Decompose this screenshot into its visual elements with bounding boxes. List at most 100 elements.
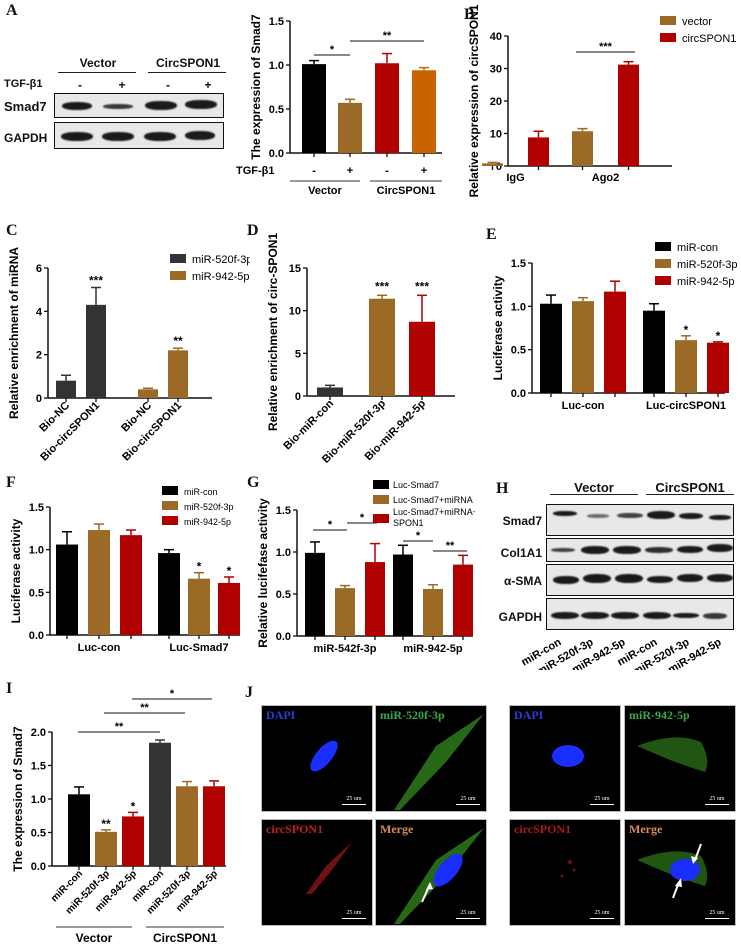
svg-text:0.5: 0.5 bbox=[511, 345, 526, 357]
scale-bar: 25 um bbox=[460, 910, 476, 916]
svg-text:Vector: Vector bbox=[76, 931, 113, 945]
svg-text:IgG: IgG bbox=[506, 172, 524, 184]
svg-text:0.5: 0.5 bbox=[31, 828, 46, 840]
bar bbox=[86, 304, 106, 398]
svg-text:1.0: 1.0 bbox=[31, 794, 46, 806]
svg-text:0: 0 bbox=[496, 161, 502, 173]
svg-text:1.5: 1.5 bbox=[29, 502, 44, 514]
bar bbox=[707, 342, 729, 393]
scale-bar: 25 um bbox=[709, 796, 725, 802]
blot-row-label: GAPDH bbox=[498, 610, 542, 624]
fluo-merge-right: Merge 25 um bbox=[624, 819, 736, 926]
svg-text:1.0: 1.0 bbox=[276, 547, 291, 559]
fluo-title: miR-520f-3p bbox=[380, 708, 445, 722]
svg-text:**: ** bbox=[115, 721, 124, 733]
blot-a-group-circspon1: CircSPON1 bbox=[155, 56, 221, 70]
bar bbox=[305, 552, 325, 636]
svg-text:30: 30 bbox=[490, 64, 502, 76]
panel-label-j: J bbox=[245, 684, 253, 701]
legend-label: vector bbox=[682, 16, 712, 28]
bar bbox=[338, 102, 362, 153]
legend-label: miR-520f-3p bbox=[184, 502, 234, 512]
bar bbox=[88, 530, 110, 635]
bar bbox=[540, 303, 562, 393]
blot-row-label: Smad7 bbox=[502, 514, 542, 528]
blot-gapdh bbox=[546, 598, 734, 630]
blot-h-group-circspon1: CircSPON1 bbox=[655, 480, 725, 495]
svg-text:**: ** bbox=[140, 702, 149, 714]
bar bbox=[56, 380, 76, 398]
bar bbox=[302, 64, 326, 153]
panel-label-d: D bbox=[247, 222, 259, 239]
y-axis-label: The expression of Smad7 bbox=[11, 726, 25, 872]
svg-text:15: 15 bbox=[289, 263, 301, 275]
bar bbox=[409, 321, 435, 396]
svg-text:Luc-Smad7+miRNA+circ: Luc-Smad7+miRNA+circ bbox=[393, 507, 475, 517]
svg-text:**: ** bbox=[101, 817, 111, 831]
blot-smad7 bbox=[54, 93, 224, 118]
scale-bar: 25 um bbox=[594, 910, 610, 916]
svg-text:0.0: 0.0 bbox=[269, 148, 284, 160]
y-axis-label: Luciferase activity bbox=[9, 518, 23, 623]
svg-text:Luc-con: Luc-con bbox=[562, 400, 605, 412]
bar bbox=[122, 816, 144, 866]
legend-label: miR-con bbox=[677, 242, 718, 254]
fluo-title: circSPON1 bbox=[266, 822, 324, 836]
blot-a-group-vector: Vector bbox=[79, 56, 117, 70]
y-axis-label: The expression of Smad7 bbox=[249, 14, 263, 160]
fluo-title: DAPI bbox=[514, 708, 544, 722]
blot-gapdh bbox=[54, 122, 224, 149]
panel-label-a: A bbox=[6, 2, 18, 19]
legend-label: miR-520f-3p bbox=[192, 254, 250, 266]
svg-text:miR-542f-3p: miR-542f-3p bbox=[314, 643, 377, 655]
sign: - bbox=[166, 78, 170, 92]
bar bbox=[335, 588, 355, 636]
group-underline bbox=[58, 72, 136, 74]
scale-bar: 25 um bbox=[460, 796, 476, 802]
scale-bar: 25 um bbox=[346, 910, 362, 916]
bar bbox=[317, 387, 343, 396]
bar bbox=[572, 301, 594, 393]
svg-text:10: 10 bbox=[490, 129, 502, 141]
svg-text:miR-942-5p: miR-942-5p bbox=[403, 643, 463, 655]
bar bbox=[176, 786, 198, 866]
bar bbox=[149, 742, 171, 866]
svg-text:SPON1: SPON1 bbox=[393, 518, 424, 528]
legend-label: miR-942-5p bbox=[192, 271, 249, 283]
scale-bar: 25 um bbox=[709, 910, 725, 916]
blot-row-label: Col1A1 bbox=[500, 546, 542, 560]
svg-text:*: * bbox=[360, 512, 365, 524]
blot-asma bbox=[546, 564, 734, 596]
svg-text:CircSPON1: CircSPON1 bbox=[377, 185, 436, 197]
bar bbox=[412, 70, 436, 153]
svg-text:-: - bbox=[312, 165, 316, 177]
svg-text:0.0: 0.0 bbox=[31, 861, 46, 873]
svg-text:+: + bbox=[347, 165, 353, 177]
bar bbox=[158, 553, 180, 635]
fluo-circspon1-left: circSPON1 25 um bbox=[261, 819, 373, 926]
chart-b: 0 10 20 30 40 Relative expression of circSPON… bbox=[467, 4, 736, 197]
bar bbox=[138, 389, 158, 398]
svg-text:40: 40 bbox=[490, 31, 502, 43]
svg-text:Vector: Vector bbox=[308, 185, 342, 197]
y-axis-label: Relative lucifefase activity bbox=[256, 498, 270, 648]
bar bbox=[643, 310, 665, 393]
svg-text:1.5: 1.5 bbox=[31, 761, 46, 773]
blot-col1a1 bbox=[546, 538, 734, 562]
blot-a: Vector CircSPON1 TGF-β1 - + - + Smad7 GA… bbox=[0, 0, 230, 150]
fluo-title: Merge bbox=[629, 822, 663, 836]
y-axis-label: Relative enrichment of miRNA bbox=[7, 247, 21, 419]
svg-text:Luc-con: Luc-con bbox=[78, 642, 121, 654]
legend-label: circSPON1 bbox=[682, 33, 736, 45]
legend-label: miR-con bbox=[184, 487, 218, 497]
chart-d: 0 5 10 15 Relative enrichment of circ-SPON1 B… bbox=[266, 233, 455, 466]
svg-text:**: ** bbox=[383, 30, 392, 42]
svg-text:6: 6 bbox=[36, 263, 42, 275]
blot-row-label: Smad7 bbox=[4, 99, 47, 114]
blot-h-lane-labels: miR-conmiR-520f-3pmiR-942-5pmiR-conmiR-5… bbox=[519, 636, 723, 670]
svg-text:Bio-miR-con: Bio-miR-con bbox=[281, 397, 336, 452]
y-axis-label: Relative enrichment of circ-SPON1 bbox=[266, 233, 280, 431]
bar bbox=[572, 131, 593, 166]
